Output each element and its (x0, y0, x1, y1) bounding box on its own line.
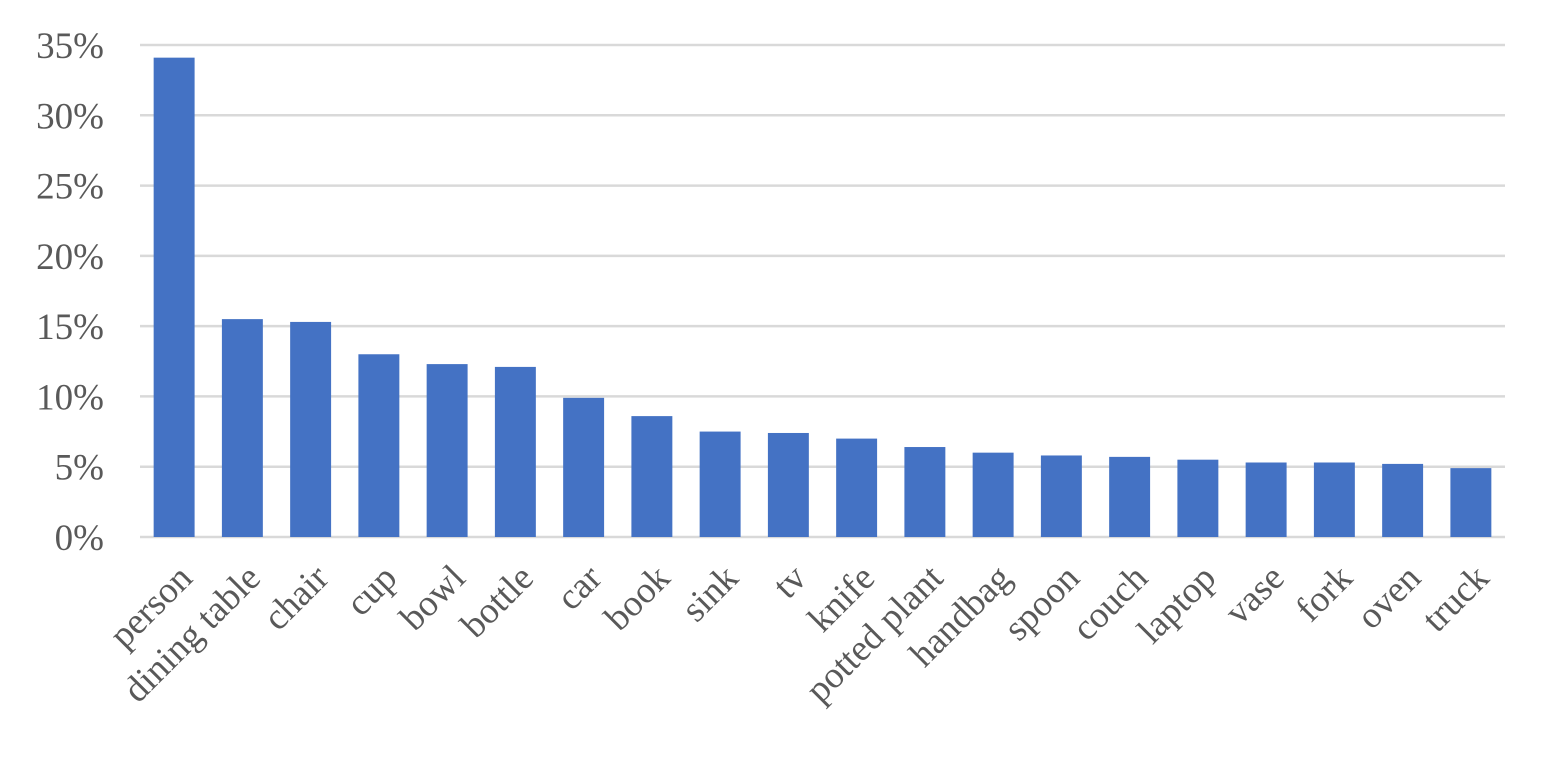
x-tick-label: oven (1349, 557, 1429, 637)
bar-book (631, 416, 673, 537)
x-tick-label: fork (1288, 557, 1361, 630)
bar-car (563, 397, 605, 537)
x-tick-label: bottle (453, 557, 542, 646)
y-axis-tick-labels: 0% 5% 10% 15% 20% 25% 30% 35% (36, 26, 104, 559)
bar-bottle (494, 366, 536, 537)
bar-spoon (1040, 455, 1082, 537)
gridlines (140, 43, 1505, 539)
bar-knife (836, 438, 878, 537)
bars (153, 57, 1492, 537)
bar-sink (699, 431, 741, 537)
bar-dining-table (221, 319, 263, 537)
bar-laptop (1177, 459, 1219, 537)
x-tick-label: chair (256, 557, 337, 638)
bar-chair (290, 321, 332, 537)
y-tick-label: 0% (55, 518, 104, 559)
bar-fork (1313, 462, 1355, 537)
x-tick-label: laptop (1130, 557, 1224, 651)
y-tick-label: 5% (55, 448, 104, 489)
x-tick-label: vase (1217, 557, 1292, 632)
x-tick-label: spoon (996, 557, 1088, 649)
x-tick-label: tv (765, 557, 815, 607)
y-tick-label: 10% (36, 377, 104, 418)
bar-truck (1450, 468, 1492, 537)
bar-bowl (426, 364, 468, 537)
y-tick-label: 35% (36, 26, 104, 67)
y-tick-label: 25% (36, 167, 104, 208)
x-tick-label: sink (674, 557, 747, 630)
bar-tv (767, 432, 809, 537)
x-tick-label: truck (1414, 557, 1497, 640)
bar-handbag (972, 452, 1014, 537)
bar-oven (1382, 463, 1424, 537)
bar-vase (1245, 462, 1287, 537)
x-tick-label: bowl (392, 557, 473, 638)
bar-cup (358, 354, 400, 537)
x-tick-label: book (597, 557, 679, 639)
bar-couch (1109, 456, 1151, 537)
y-tick-label: 30% (36, 96, 104, 137)
bar-potted-plant (904, 447, 946, 537)
y-tick-label: 20% (36, 237, 104, 278)
y-tick-label: 15% (36, 307, 104, 348)
bar-person (153, 57, 195, 537)
